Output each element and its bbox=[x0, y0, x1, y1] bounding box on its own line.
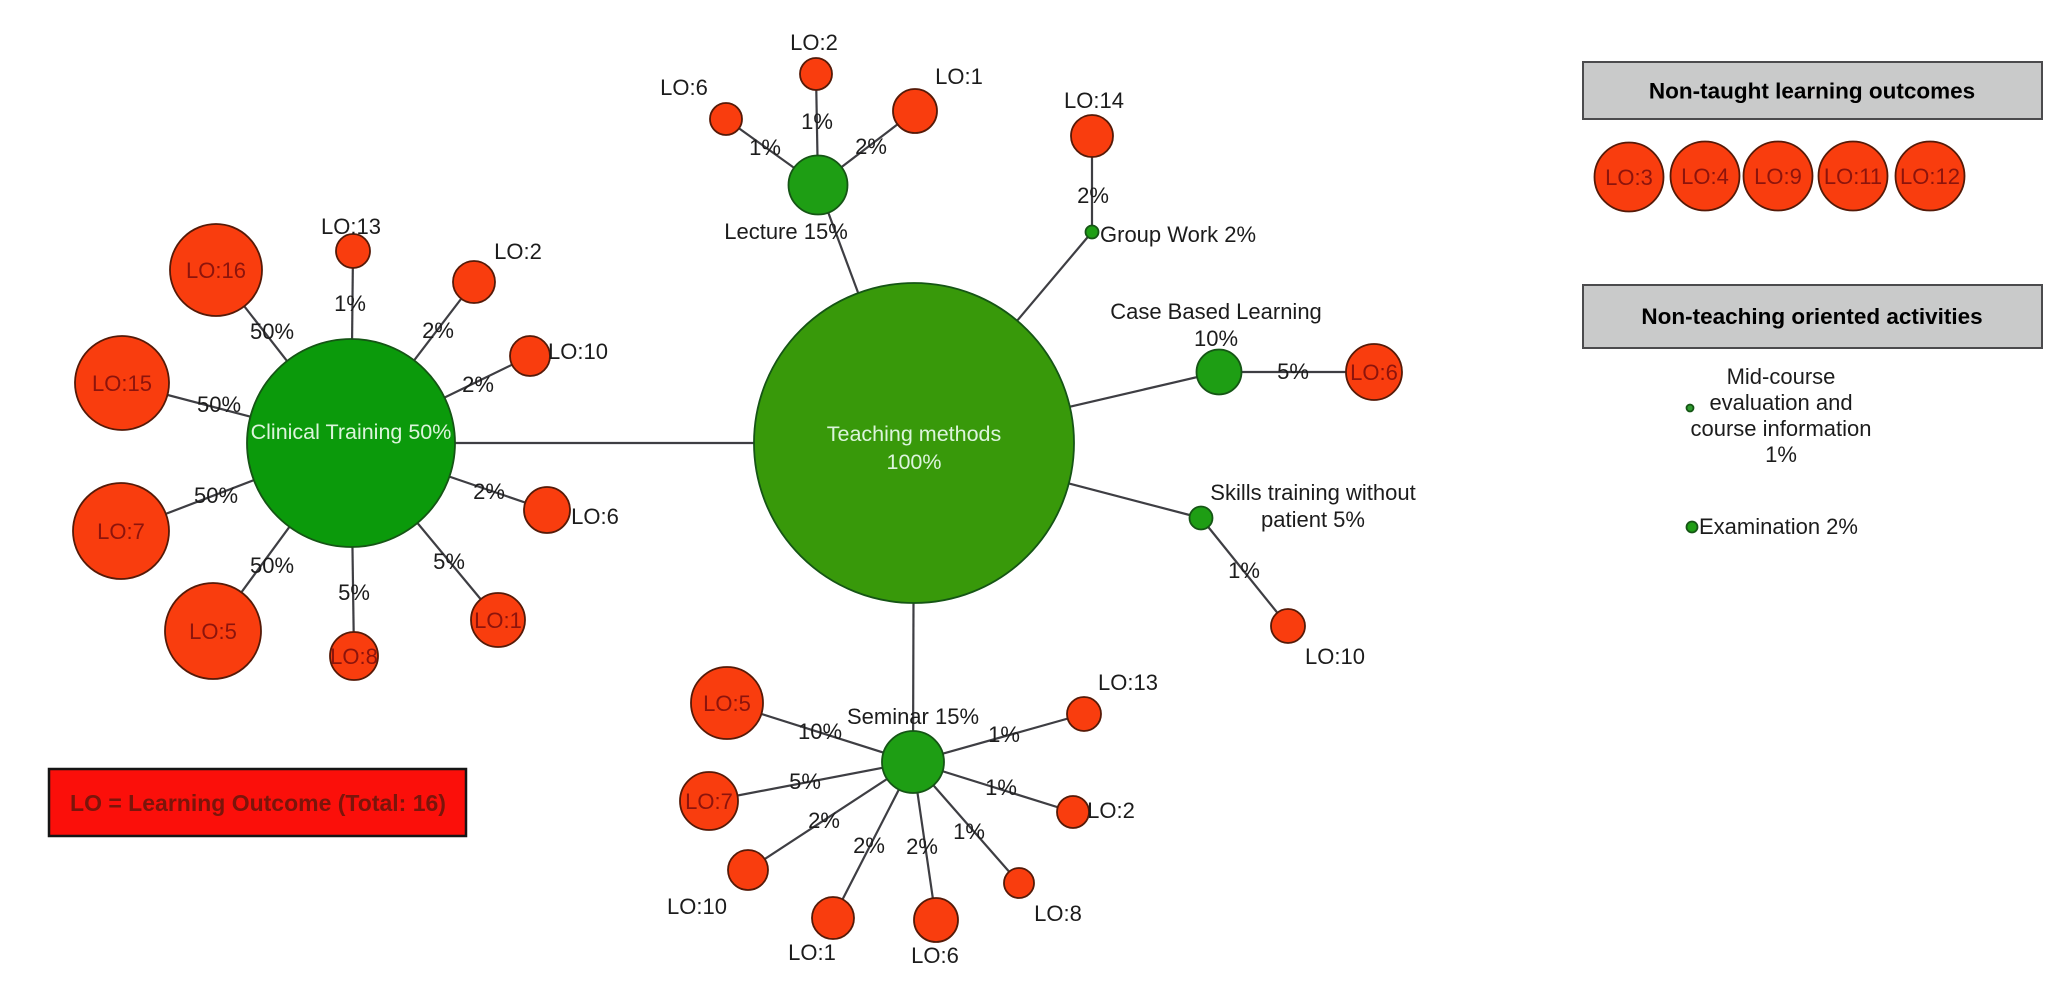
svg-text:1%: 1% bbox=[988, 722, 1020, 747]
svg-text:Examination 2%: Examination 2% bbox=[1699, 514, 1858, 539]
svg-text:LO:12: LO:12 bbox=[1900, 164, 1960, 189]
svg-text:1%: 1% bbox=[801, 109, 833, 134]
svg-text:Skills training without: Skills training without bbox=[1210, 480, 1415, 505]
svg-text:Seminar 15%: Seminar 15% bbox=[847, 704, 979, 729]
svg-text:LO:2: LO:2 bbox=[790, 30, 838, 55]
svg-text:2%: 2% bbox=[853, 833, 885, 858]
svg-text:LO:2: LO:2 bbox=[1087, 798, 1135, 823]
svg-text:LO:13: LO:13 bbox=[1098, 670, 1158, 695]
svg-text:1%: 1% bbox=[985, 775, 1017, 800]
svg-text:50%: 50% bbox=[197, 392, 241, 417]
svg-text:1%: 1% bbox=[1228, 558, 1260, 583]
svg-text:LO:10: LO:10 bbox=[1305, 644, 1365, 669]
svg-text:LO:4: LO:4 bbox=[1681, 164, 1729, 189]
svg-text:LO:6: LO:6 bbox=[911, 943, 959, 968]
svg-text:2%: 2% bbox=[1077, 183, 1109, 208]
svg-text:5%: 5% bbox=[1277, 359, 1309, 384]
svg-text:evaluation and: evaluation and bbox=[1709, 390, 1852, 415]
svg-text:1%: 1% bbox=[749, 135, 781, 160]
svg-text:LO:14: LO:14 bbox=[1064, 88, 1124, 113]
svg-text:Case Based Learning: Case Based Learning bbox=[1110, 299, 1322, 324]
svg-text:LO:7: LO:7 bbox=[97, 519, 145, 544]
svg-text:course information: course information bbox=[1691, 416, 1872, 441]
svg-text:2%: 2% bbox=[473, 479, 505, 504]
svg-text:LO:3: LO:3 bbox=[1605, 165, 1653, 190]
svg-text:LO:6: LO:6 bbox=[571, 504, 619, 529]
svg-text:50%: 50% bbox=[194, 483, 238, 508]
svg-text:1%: 1% bbox=[1765, 442, 1797, 467]
svg-text:2%: 2% bbox=[808, 808, 840, 833]
svg-text:5%: 5% bbox=[433, 549, 465, 574]
svg-text:LO:1: LO:1 bbox=[935, 64, 983, 89]
svg-text:5%: 5% bbox=[338, 580, 370, 605]
svg-text:LO:1: LO:1 bbox=[788, 940, 836, 965]
svg-text:LO:5: LO:5 bbox=[189, 619, 237, 644]
svg-text:1%: 1% bbox=[334, 291, 366, 316]
svg-text:Mid-course: Mid-course bbox=[1727, 364, 1836, 389]
svg-text:2%: 2% bbox=[422, 318, 454, 343]
svg-text:LO:2: LO:2 bbox=[494, 239, 542, 264]
svg-text:Non-taught learning outcomes: Non-taught learning outcomes bbox=[1649, 79, 1975, 104]
svg-text:2%: 2% bbox=[855, 134, 887, 159]
svg-text:2%: 2% bbox=[462, 372, 494, 397]
svg-text:LO:1: LO:1 bbox=[474, 608, 522, 633]
svg-text:LO:15: LO:15 bbox=[92, 371, 152, 396]
svg-text:LO:8: LO:8 bbox=[1034, 901, 1082, 926]
svg-text:50%: 50% bbox=[250, 319, 294, 344]
svg-text:10%: 10% bbox=[798, 719, 842, 744]
svg-text:LO:9: LO:9 bbox=[1754, 164, 1802, 189]
svg-text:10%: 10% bbox=[1194, 326, 1238, 351]
svg-text:LO:6: LO:6 bbox=[1350, 360, 1398, 385]
svg-text:LO:6: LO:6 bbox=[660, 75, 708, 100]
svg-text:patient 5%: patient 5% bbox=[1261, 507, 1365, 532]
svg-text:LO:7: LO:7 bbox=[685, 789, 733, 814]
svg-text:LO:13: LO:13 bbox=[321, 214, 381, 239]
svg-text:Teaching methods: Teaching methods bbox=[827, 422, 1002, 446]
svg-text:LO:5: LO:5 bbox=[703, 691, 751, 716]
svg-text:100%: 100% bbox=[887, 450, 942, 474]
svg-text:5%: 5% bbox=[789, 769, 821, 794]
svg-text:LO:16: LO:16 bbox=[186, 258, 246, 283]
svg-text:LO:10: LO:10 bbox=[667, 894, 727, 919]
svg-text:LO:10: LO:10 bbox=[548, 339, 608, 364]
svg-text:2%: 2% bbox=[906, 834, 938, 859]
svg-text:Non-teaching oriented activiti: Non-teaching oriented activities bbox=[1641, 304, 1982, 329]
svg-text:Lecture 15%: Lecture 15% bbox=[724, 219, 848, 244]
svg-text:LO:11: LO:11 bbox=[1824, 164, 1882, 189]
svg-text:LO:8: LO:8 bbox=[330, 644, 378, 669]
svg-text:Clinical Training 50%: Clinical Training 50% bbox=[251, 420, 452, 444]
svg-text:LO = Learning Outcome (Total:: LO = Learning Outcome (Total: 16) bbox=[70, 790, 446, 816]
svg-text:1%: 1% bbox=[953, 819, 985, 844]
svg-text:Group Work 2%: Group Work 2% bbox=[1100, 222, 1256, 247]
svg-text:50%: 50% bbox=[250, 553, 294, 578]
